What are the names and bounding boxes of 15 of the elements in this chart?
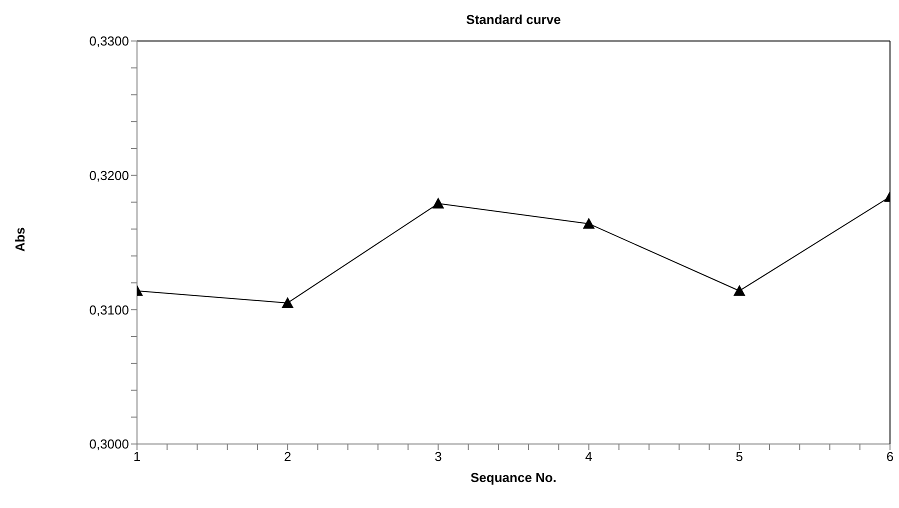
y-tick-label: 0,3100 bbox=[89, 302, 129, 318]
y-tick-label: 0,3000 bbox=[89, 436, 129, 452]
y-tick-label: 0,3300 bbox=[89, 34, 129, 49]
x-tick-label: 2 bbox=[284, 449, 292, 464]
x-tick-label: 6 bbox=[886, 449, 894, 464]
x-tick-label: 4 bbox=[585, 449, 592, 464]
y-axis-title: Abs bbox=[12, 226, 28, 254]
x-tick-label: 5 bbox=[736, 449, 744, 464]
chart-title: Standard curve bbox=[465, 12, 562, 27]
y-tick-label: 0,3200 bbox=[89, 168, 129, 183]
x-axis-title: Sequance No. bbox=[470, 470, 558, 485]
point bbox=[582, 218, 595, 229]
point bbox=[432, 198, 444, 209]
x-tick-label: 1 bbox=[133, 449, 141, 464]
x-tick-label: 3 bbox=[434, 449, 442, 464]
